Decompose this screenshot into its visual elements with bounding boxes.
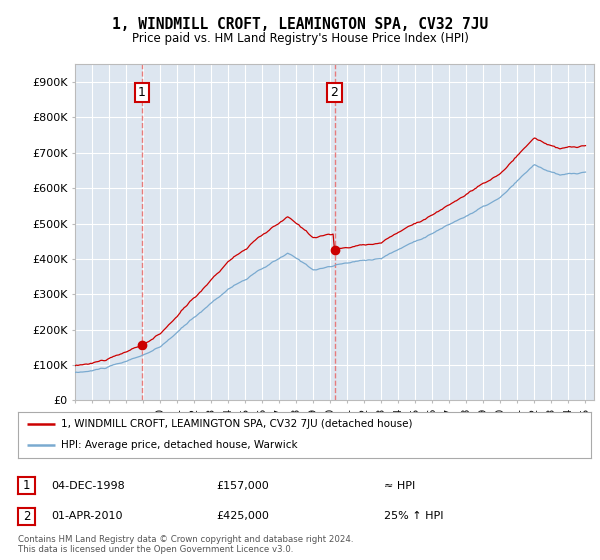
Text: £157,000: £157,000 — [216, 480, 269, 491]
Text: HPI: Average price, detached house, Warwick: HPI: Average price, detached house, Warw… — [61, 440, 298, 450]
Text: 1, WINDMILL CROFT, LEAMINGTON SPA, CV32 7JU: 1, WINDMILL CROFT, LEAMINGTON SPA, CV32 … — [112, 17, 488, 32]
Text: Price paid vs. HM Land Registry's House Price Index (HPI): Price paid vs. HM Land Registry's House … — [131, 32, 469, 45]
Text: 2: 2 — [331, 86, 338, 99]
Text: 04-DEC-1998: 04-DEC-1998 — [51, 480, 125, 491]
Text: 1, WINDMILL CROFT, LEAMINGTON SPA, CV32 7JU (detached house): 1, WINDMILL CROFT, LEAMINGTON SPA, CV32 … — [61, 419, 412, 429]
Text: 1: 1 — [138, 86, 146, 99]
Text: ≈ HPI: ≈ HPI — [384, 480, 415, 491]
Text: 1: 1 — [23, 479, 30, 492]
Text: Contains HM Land Registry data © Crown copyright and database right 2024.
This d: Contains HM Land Registry data © Crown c… — [18, 535, 353, 554]
Text: 2: 2 — [23, 510, 30, 523]
Text: £425,000: £425,000 — [216, 511, 269, 521]
Text: 25% ↑ HPI: 25% ↑ HPI — [384, 511, 443, 521]
Text: 01-APR-2010: 01-APR-2010 — [51, 511, 122, 521]
